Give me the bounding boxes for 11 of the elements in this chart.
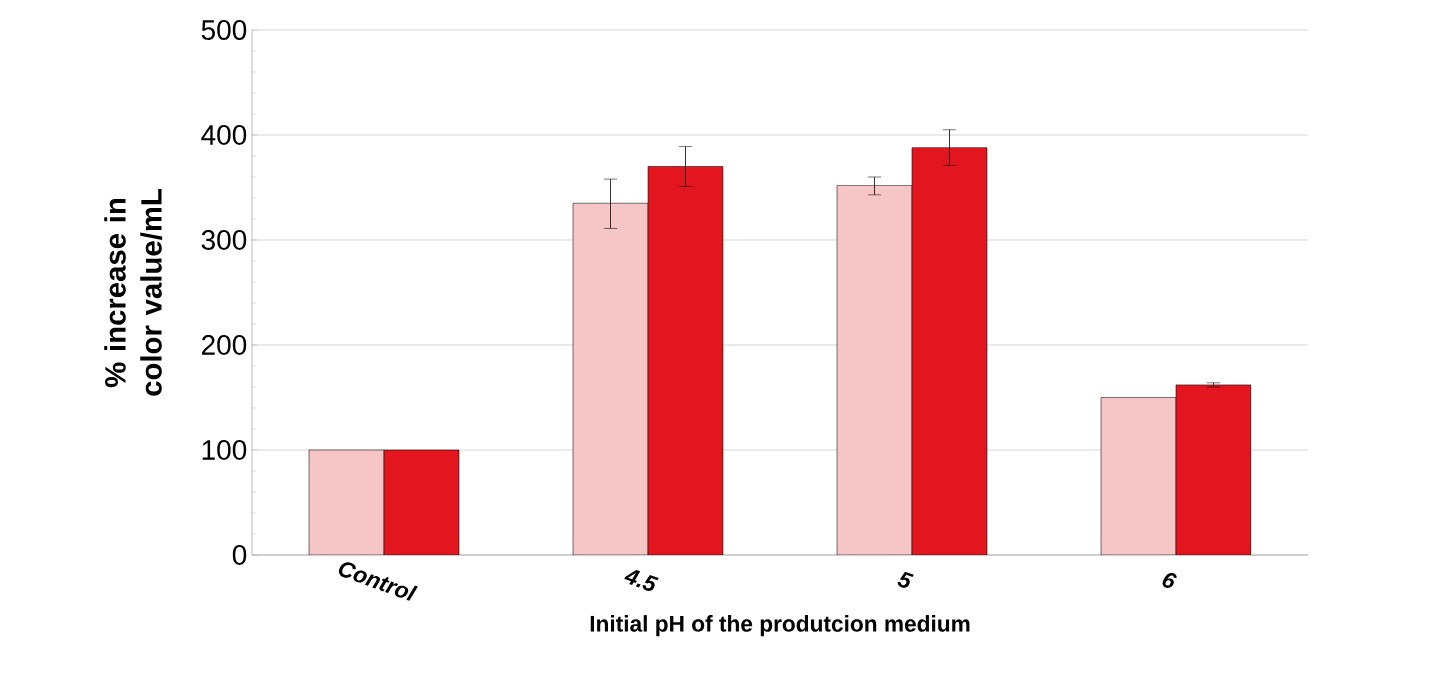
y-tick-label: 200 <box>201 335 247 355</box>
x-axis-title: Initial pH of the produtcion medium <box>590 615 970 637</box>
y-tick-label: 500 <box>201 20 247 40</box>
y-tick-label: 400 <box>201 125 247 145</box>
x-tick-label: 5 <box>897 571 914 588</box>
y-tick-label: 300 <box>201 230 247 250</box>
y-axis-title: % increase in color value/mL <box>104 189 163 396</box>
y-tick-label: 0 <box>232 545 247 565</box>
x-tick-label: 6 <box>1162 572 1177 588</box>
y-tick-label: 100 <box>202 440 247 460</box>
x-tick-label: 4.5 <box>624 569 659 591</box>
